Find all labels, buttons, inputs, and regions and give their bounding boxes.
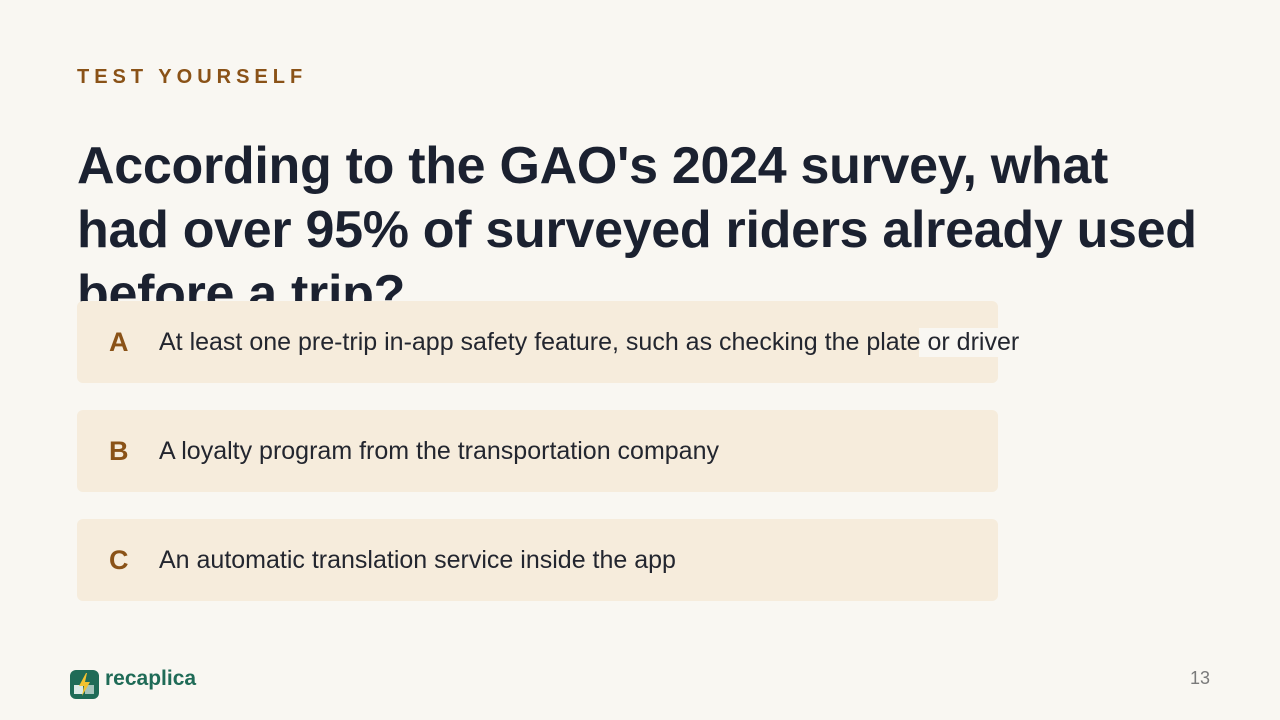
option-a[interactable]: A At least one pre-trip in-app safety fe… <box>77 301 1020 383</box>
question-heading: According to the GAO's 2024 survey, what… <box>77 137 1197 323</box>
option-text: An automatic translation service inside … <box>159 545 676 574</box>
brand-logo: recaplica <box>70 666 197 699</box>
option-letter: C <box>109 544 129 575</box>
option-c[interactable]: C An automatic translation service insid… <box>77 519 998 601</box>
option-text: At least one pre-trip in-app safety feat… <box>159 327 1020 357</box>
eyebrow-label: TEST YOURSELF <box>77 66 308 88</box>
option-letter: B <box>109 435 129 466</box>
lightning-bolt-icon <box>70 670 99 699</box>
answer-options: A At least one pre-trip in-app safety fe… <box>77 301 1020 628</box>
option-letter: A <box>109 326 129 357</box>
brand-name: recaplica <box>105 666 197 690</box>
option-b[interactable]: B A loyalty program from the transportat… <box>77 410 998 492</box>
option-text: A loyalty program from the transportatio… <box>159 436 719 465</box>
page-number: 13 <box>1189 668 1210 688</box>
